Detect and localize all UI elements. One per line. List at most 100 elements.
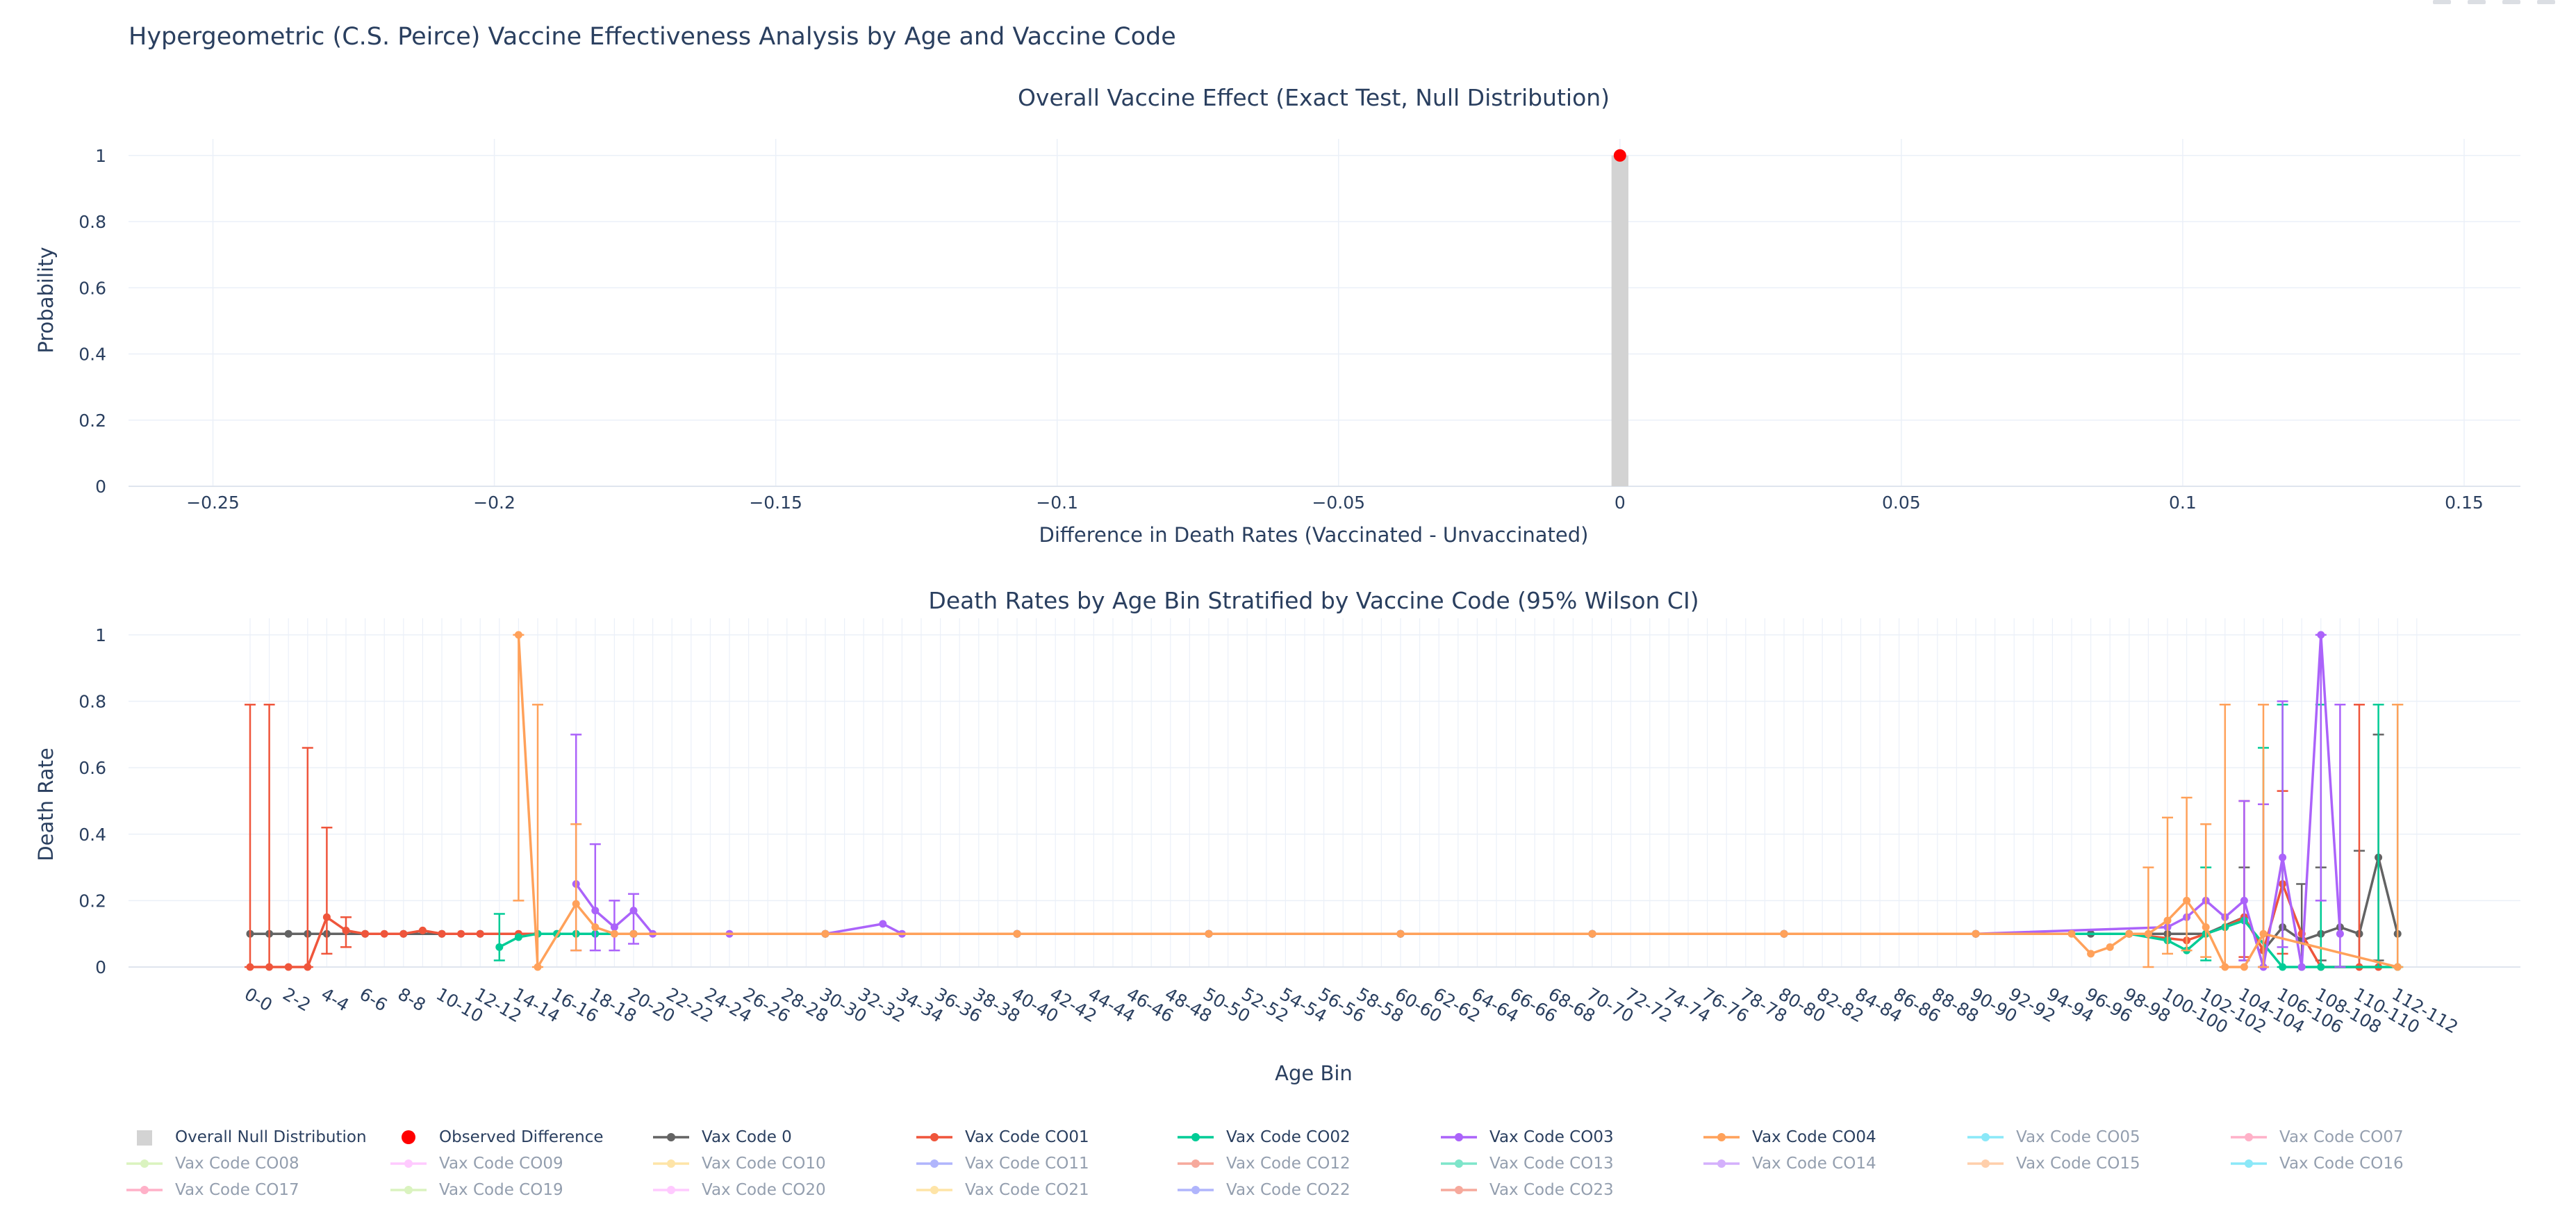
chart1-tick-labels: −0.25 −0.2 −0.15 −0.1 −0.05 0 0.05 0.1 0.15 0 0.2 0…	[79, 146, 2484, 513]
legend-item-vax-code-co05[interactable]: Vax Code CO05	[1966, 1124, 2140, 1150]
data-point	[322, 913, 331, 921]
legend-item-vax-code-co14[interactable]: Vax Code CO14	[1702, 1150, 1876, 1177]
legend-swatch-icon	[653, 1159, 689, 1168]
chart-legend: Overall Null Distribution Observed Differ…	[125, 1124, 2557, 1203]
data-point	[2144, 930, 2152, 938]
legend-swatch-icon	[1178, 1159, 1214, 1168]
legend-swatch-icon	[126, 1159, 163, 1168]
legend-swatch-icon	[916, 1159, 952, 1168]
chart1-x-axis-title: Difference in Death Rates (Vaccinated - …	[1039, 523, 1589, 547]
legend-item-vax-code-co16[interactable]: Vax Code CO16	[2229, 1150, 2404, 1177]
chart1-x-tick-label: −0.05	[1312, 493, 1365, 513]
legend-marker-icon	[667, 1159, 675, 1168]
legend-item-vax-code-co17[interactable]: Vax Code CO17	[125, 1177, 299, 1203]
legend-item-vax-code-co04[interactable]: Vax Code CO04	[1702, 1124, 1876, 1150]
legend-label: Vax Code CO16	[2279, 1155, 2404, 1173]
series-line	[250, 882, 2379, 968]
data-point	[380, 930, 388, 938]
legend-marker-icon	[1981, 1133, 1990, 1141]
legend-label: Vax Code CO09	[439, 1155, 563, 1173]
legend-swatch-icon	[1441, 1159, 1477, 1168]
legend-swatch-icon	[126, 1186, 163, 1194]
download-icon[interactable]	[2433, 0, 2451, 4]
chart1-gridlines	[129, 139, 2520, 487]
chart1-y-tick-label: 0.6	[79, 278, 106, 298]
legend-item-vax-code-co09[interactable]: Vax Code CO09	[389, 1150, 563, 1177]
legend-square-icon	[137, 1130, 152, 1146]
legend-label: Vax Code CO10	[702, 1155, 826, 1173]
legend-swatch-icon	[1967, 1133, 2004, 1141]
data-point	[304, 963, 312, 971]
chart2-marks	[245, 631, 2404, 971]
legend-swatch-icon	[2231, 1133, 2267, 1141]
legend-item-vax-code-co20[interactable]: Vax Code CO20	[652, 1177, 826, 1203]
legend-item-overall-null-distribution[interactable]: Overall Null Distribution	[125, 1124, 367, 1150]
data-point	[342, 926, 350, 934]
zoom-icon[interactable]	[2468, 0, 2486, 4]
data-point	[534, 963, 542, 971]
data-point	[610, 930, 618, 938]
chart1-y-axis-title: Probability	[34, 247, 58, 353]
data-point	[265, 963, 274, 971]
legend-row: Overall Null Distribution Observed Differ…	[125, 1124, 2557, 1150]
data-point	[246, 963, 254, 971]
legend-label: Vax Code CO07	[2279, 1128, 2404, 1146]
legend-swatch-icon	[390, 1159, 427, 1168]
legend-swatch-icon	[916, 1133, 952, 1141]
data-point	[2125, 930, 2133, 938]
data-point	[2279, 963, 2287, 971]
chart1-y-tick-label: 0.2	[79, 411, 106, 431]
legend-marker-icon	[1455, 1186, 1463, 1194]
chart2-x-tick-label: 8-8	[395, 984, 429, 1016]
chart1-y-tick-label: 1	[95, 146, 106, 166]
data-point	[2317, 963, 2325, 971]
legend-item-vax-code-co01[interactable]: Vax Code CO01	[915, 1124, 1089, 1150]
data-point	[629, 907, 638, 915]
legend-item-vax-code-co02[interactable]: Vax Code CO02	[1176, 1124, 1351, 1150]
legend-item-vax-code-co11[interactable]: Vax Code CO11	[915, 1150, 1089, 1177]
legend-marker-icon	[1191, 1133, 1200, 1141]
data-point	[591, 907, 600, 915]
data-point	[2297, 963, 2306, 971]
legend-swatch-icon	[1967, 1159, 2004, 1168]
pan-icon[interactable]	[2502, 0, 2520, 4]
legend-item-vax-code-co07[interactable]: Vax Code CO07	[2229, 1124, 2404, 1150]
data-point	[2202, 923, 2210, 932]
legend-marker-icon	[930, 1133, 939, 1141]
legend-label: Vax Code CO17	[175, 1181, 299, 1199]
data-point	[361, 930, 370, 938]
legend-item-vax-code-co13[interactable]: Vax Code CO13	[1439, 1150, 1614, 1177]
legend-item-vax-code-co03[interactable]: Vax Code CO03	[1439, 1124, 1614, 1150]
data-point	[2183, 896, 2191, 904]
data-point	[1205, 930, 1213, 938]
legend-marker-icon	[1455, 1159, 1463, 1168]
legend-item-vax-code-co08[interactable]: Vax Code CO08	[125, 1150, 299, 1177]
data-point	[418, 926, 427, 934]
legend-item-vax-code-co15[interactable]: Vax Code CO15	[1966, 1150, 2140, 1177]
chart2-y-axis-title: Death Rate	[34, 747, 58, 861]
chart1-x-tick-label: 0.15	[2445, 493, 2484, 513]
legend-item-vax-code-co23[interactable]: Vax Code CO23	[1439, 1177, 1614, 1203]
legend-label: Vax Code CO05	[2016, 1128, 2140, 1146]
chart2-y-tick-label: 0.6	[79, 758, 106, 778]
legend-item-vax-code-co19[interactable]: Vax Code CO19	[389, 1177, 563, 1203]
chart1-y-tick-label: 0.4	[79, 345, 106, 365]
data-point	[821, 930, 829, 938]
autoscale-icon[interactable]	[2537, 0, 2555, 4]
data-point	[2087, 950, 2095, 958]
legend-item-vax-code-co12[interactable]: Vax Code CO12	[1176, 1150, 1351, 1177]
chart1-x-tick-label: −0.15	[749, 493, 802, 513]
legend-item-vax-code-0[interactable]: Vax Code 0	[652, 1124, 792, 1150]
chart1-title: Overall Vaccine Effect (Exact Test, Null…	[1018, 84, 1610, 111]
legend-label: Vax Code CO12	[1226, 1155, 1351, 1173]
legend-item-vax-code-co10[interactable]: Vax Code CO10	[652, 1150, 826, 1177]
legend-item-vax-code-co22[interactable]: Vax Code CO22	[1176, 1177, 1351, 1203]
data-point	[438, 930, 446, 938]
legend-item-vax-code-co21[interactable]: Vax Code CO21	[915, 1177, 1089, 1203]
chart1-x-tick-label: 0.05	[1882, 493, 1921, 513]
data-point	[1588, 930, 1596, 938]
legend-item-observed-difference[interactable]: Observed Difference	[389, 1124, 604, 1150]
legend-marker-icon	[140, 1159, 149, 1168]
legend-marker-icon	[1717, 1133, 1726, 1141]
chart-toolbar[interactable]	[2433, 0, 2555, 4]
